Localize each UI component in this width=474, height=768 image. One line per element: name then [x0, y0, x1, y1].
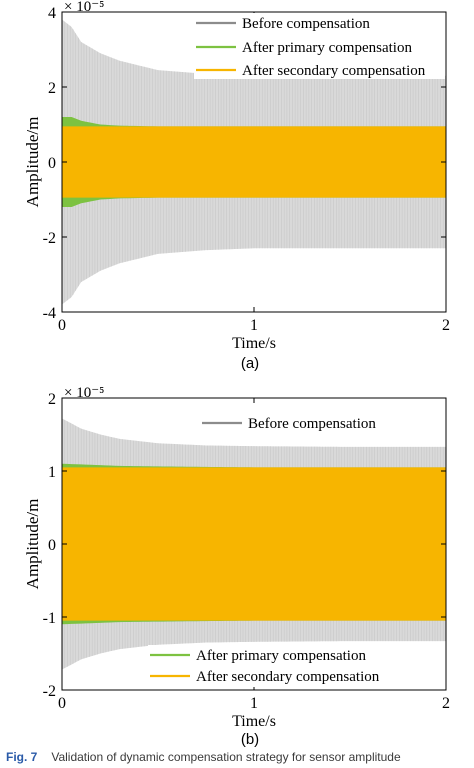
caption-text: Validation of dynamic compensation strat…: [51, 750, 401, 764]
x-tick-label: 2: [442, 317, 450, 334]
legend-label: Before compensation: [242, 16, 370, 32]
y-tick-label: 0: [48, 537, 56, 554]
y-tick-label: -1: [43, 610, 56, 627]
y-tick-label: 2: [48, 80, 56, 97]
legend-bottom: After primary compensation After secondar…: [148, 645, 418, 687]
x-tick-label: 0: [58, 695, 66, 712]
axis-exponent-label: × 10⁻⁵: [64, 0, 104, 15]
series-band: [62, 126, 446, 198]
legend-label: Before compensation: [248, 416, 376, 432]
legend-label: After secondary compensation: [196, 669, 380, 685]
legend-entry: After primary compensation: [150, 648, 366, 664]
axis-exponent-label: × 10⁻⁵: [64, 385, 104, 401]
x-tick-label: 1: [250, 695, 258, 712]
x-tick-label: 2: [442, 695, 450, 712]
x-tick-label: 1: [250, 317, 258, 334]
x-axis-label: Time/s: [232, 713, 276, 730]
y-tick-label: -4: [43, 305, 56, 322]
series-after-secondary-compensation: [62, 126, 446, 198]
y-tick-label: 1: [48, 464, 56, 481]
legend-entry: Before compensation: [196, 16, 370, 32]
legend-entry: After secondary compensation: [196, 63, 426, 79]
x-tick-label: 0: [58, 317, 66, 334]
legend-label: After secondary compensation: [242, 63, 426, 79]
y-axis-label: Amplitude/m: [23, 499, 42, 590]
legend: Before compensation After primary compens…: [194, 13, 445, 79]
y-tick-label: 0: [48, 155, 56, 172]
y-axis-label: Amplitude/m: [23, 117, 42, 208]
chart-panel-a: 0 1 2 4 2 0 -2 -4 × 10⁻⁵ Time/s Amplitude/m (a) Befo…: [23, 0, 450, 372]
x-axis-label: Time/s: [232, 335, 276, 352]
chart-panel-b: 0 1 2 2 1 0 -1 -2 × 10⁻⁵ Time/s Amplitude/m (b) Befo…: [23, 385, 450, 748]
plot-series-group: [62, 19, 446, 305]
y-tick-label: 4: [48, 5, 56, 22]
figure-caption: Fig. 7 Validation of dynamic compensation…: [0, 750, 474, 768]
legend-box: [148, 645, 418, 687]
y-tick-label: -2: [43, 230, 56, 247]
legend-entry: After secondary compensation: [150, 669, 380, 685]
legend-entry: After primary compensation: [196, 40, 412, 56]
legend-label: After primary compensation: [242, 40, 412, 56]
plot-series-group: [62, 418, 446, 670]
legend-top: Before compensation: [200, 410, 396, 436]
panel-label: (b): [241, 731, 259, 748]
y-tick-label: 2: [48, 391, 56, 408]
series-after-secondary-compensation: [62, 467, 446, 621]
legend-label: After primary compensation: [196, 648, 366, 664]
y-tick-label: -2: [43, 683, 56, 700]
legend-entry: Before compensation: [202, 416, 376, 432]
caption-figure-number: Fig. 7: [6, 750, 38, 764]
series-band: [62, 467, 446, 621]
panel-label: (a): [241, 355, 259, 372]
